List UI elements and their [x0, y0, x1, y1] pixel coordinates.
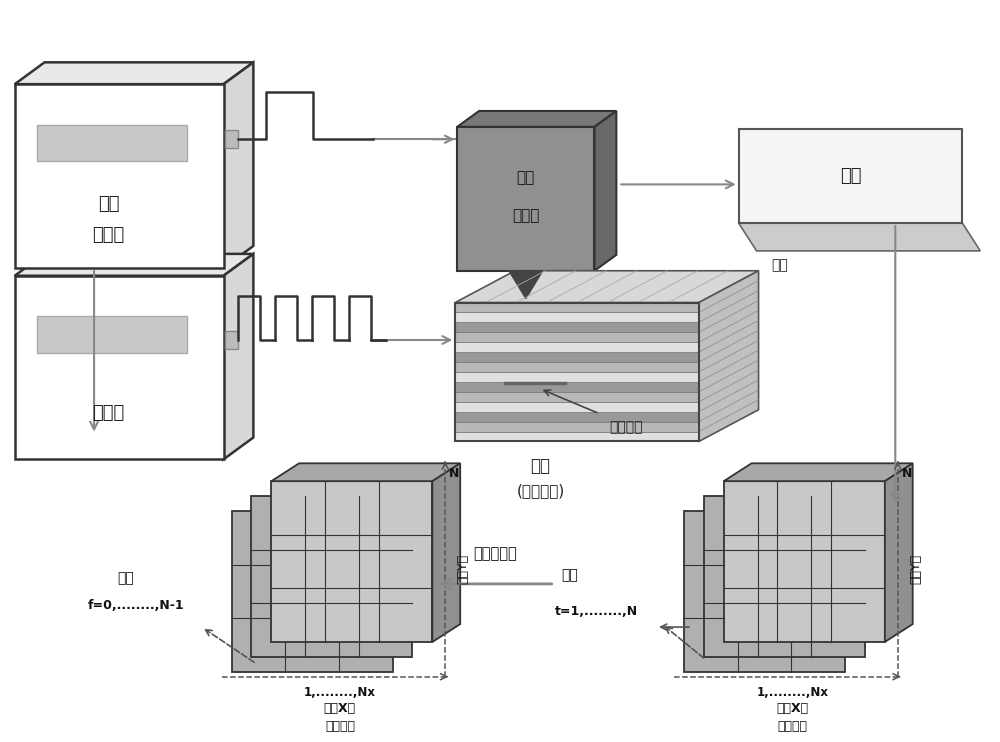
Polygon shape	[724, 481, 885, 642]
Text: 空间Y轴: 空间Y轴	[909, 554, 922, 584]
Bar	[455, 392, 699, 401]
Text: 激励源: 激励源	[93, 404, 125, 422]
Polygon shape	[271, 463, 460, 481]
Bar	[455, 352, 699, 362]
Text: N: N	[902, 467, 912, 480]
Bar	[37, 125, 187, 161]
Polygon shape	[457, 111, 616, 127]
Bar	[739, 129, 962, 223]
Text: 红外: 红外	[517, 170, 535, 185]
Text: f=0,........,N-1: f=0,........,N-1	[87, 599, 184, 611]
Text: 激励源: 激励源	[93, 226, 125, 243]
Polygon shape	[15, 84, 224, 268]
Bar	[455, 303, 699, 312]
Text: 空间时域: 空间时域	[777, 720, 807, 733]
Text: 试件: 试件	[531, 457, 551, 476]
Text: 傅里叶分析: 傅里叶分析	[473, 547, 517, 562]
Polygon shape	[455, 271, 759, 303]
Text: 1,........,Nx: 1,........,Nx	[756, 686, 828, 699]
Bar	[37, 316, 187, 353]
Bar	[455, 421, 699, 432]
Text: N: N	[449, 467, 460, 480]
Polygon shape	[224, 254, 253, 459]
Polygon shape	[594, 111, 616, 271]
Text: t=1,........,N: t=1,........,N	[555, 605, 638, 618]
Polygon shape	[15, 254, 253, 276]
Polygon shape	[15, 276, 224, 459]
Bar	[455, 332, 699, 342]
Text: 空间X轴: 空间X轴	[776, 702, 808, 715]
Text: 1,........,Nx: 1,........,Nx	[304, 686, 376, 699]
Bar	[455, 372, 699, 382]
Polygon shape	[224, 62, 253, 268]
Polygon shape	[724, 463, 913, 481]
Text: (内部缺陷): (内部缺陷)	[516, 484, 565, 499]
Polygon shape	[704, 496, 865, 657]
Text: 脱粘缺陷: 脱粘缺陷	[609, 421, 643, 435]
Bar	[225, 131, 238, 148]
Polygon shape	[271, 481, 432, 642]
Text: 信号: 信号	[98, 194, 119, 212]
Text: 空间频域: 空间频域	[325, 720, 355, 733]
Polygon shape	[684, 511, 845, 672]
Bar	[455, 362, 699, 372]
Bar	[455, 342, 699, 352]
Bar	[455, 382, 699, 392]
Text: 空间Y轴: 空间Y轴	[457, 554, 470, 584]
Polygon shape	[699, 271, 759, 441]
Polygon shape	[432, 463, 460, 642]
Text: 光谱: 光谱	[117, 571, 134, 585]
Text: 瞬态: 瞬态	[562, 568, 578, 582]
Text: 线圈: 线圈	[771, 257, 788, 272]
Bar	[455, 412, 699, 421]
Text: 电脑: 电脑	[840, 167, 861, 185]
Text: 空间X轴: 空间X轴	[324, 702, 356, 715]
Bar	[455, 432, 699, 441]
Polygon shape	[251, 496, 412, 657]
Bar	[225, 331, 238, 349]
Polygon shape	[885, 463, 913, 642]
Bar	[455, 401, 699, 412]
Polygon shape	[232, 511, 393, 672]
Polygon shape	[15, 62, 253, 84]
Polygon shape	[457, 127, 594, 271]
Polygon shape	[509, 271, 543, 298]
Bar	[455, 312, 699, 322]
Polygon shape	[739, 223, 980, 251]
Bar	[455, 322, 699, 332]
Text: 热像仪: 热像仪	[512, 209, 540, 223]
